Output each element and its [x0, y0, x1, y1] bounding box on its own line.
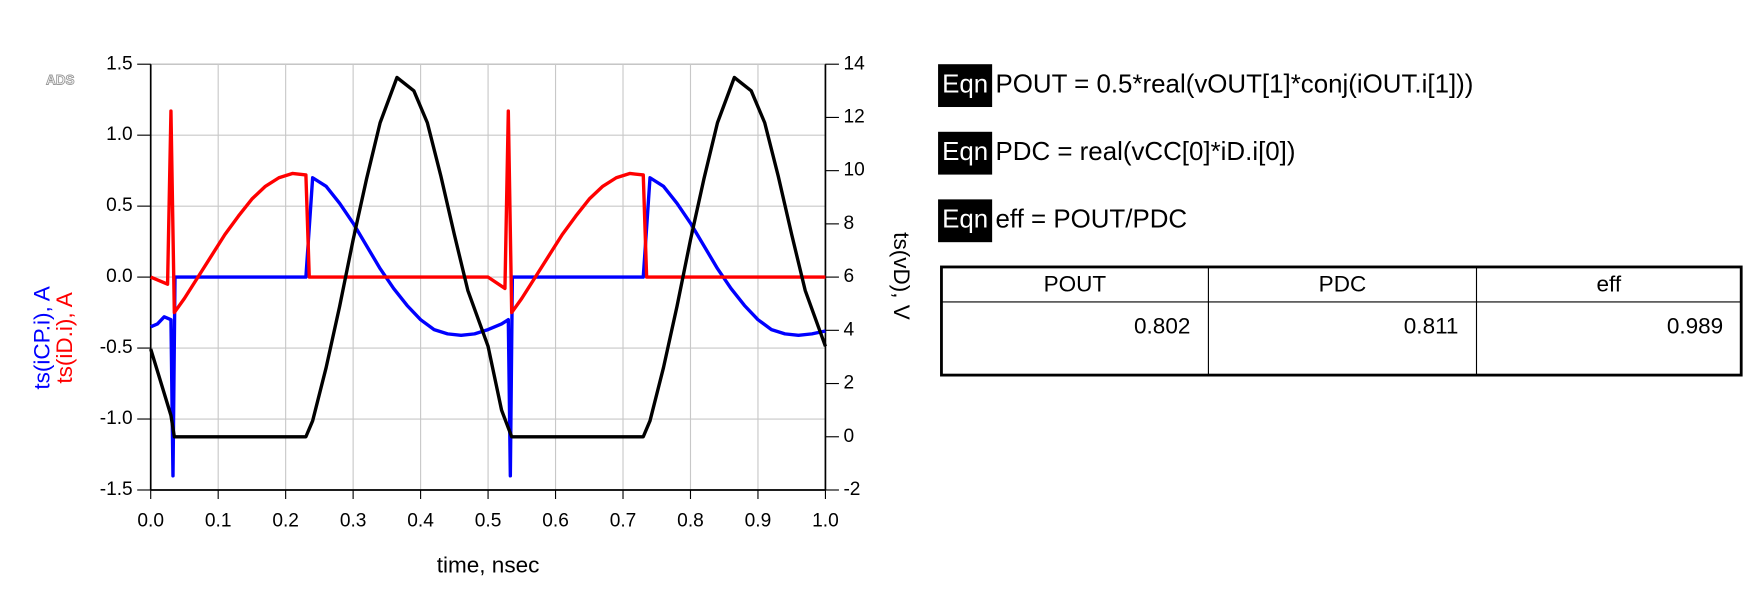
- table-cell: 0.811: [1404, 314, 1459, 339]
- y-tick-label: 0.0: [106, 266, 133, 287]
- logo: ADS: [46, 73, 75, 88]
- eqn-tag-bg: [938, 131, 993, 175]
- x-axis-label: time, nsec: [437, 553, 540, 578]
- series-line: [150, 109, 826, 315]
- axis-label: ts(iCP.i), A: [30, 286, 55, 389]
- eqn-tag: Eqn: [942, 70, 988, 98]
- y2-tick-label: 4: [843, 319, 854, 340]
- y-tick-label: 1.5: [106, 53, 133, 74]
- axis-label: ts(iD.i), A: [52, 292, 77, 383]
- x-tick-label: 1.0: [812, 511, 839, 532]
- y2-tick-label: 12: [843, 106, 864, 127]
- x-tick-label: 0.0: [137, 511, 164, 532]
- y-tick-label: -1.5: [100, 479, 133, 500]
- x-tick-label: 0.6: [542, 511, 569, 532]
- table-header: PDC: [1319, 271, 1367, 296]
- y-tick-label: 0.5: [106, 195, 133, 216]
- y-tick-label: -1.0: [100, 408, 133, 429]
- x-tick-label: 0.4: [407, 511, 434, 532]
- x-tick-label: 0.5: [475, 511, 502, 532]
- x-tick-label: 0.2: [272, 511, 299, 532]
- eqn-tag-bg: [938, 64, 993, 108]
- y2-tick-label: 8: [843, 213, 854, 234]
- table-header: POUT: [1044, 271, 1107, 296]
- equation: PDC = real(vCC[0]*iD.i[0]): [996, 138, 1296, 166]
- eqn-tag: Eqn: [942, 138, 988, 166]
- x-tick-label: 0.7: [610, 511, 637, 532]
- x-tick-label: 0.8: [677, 511, 704, 532]
- eqn-tag: Eqn: [942, 206, 988, 234]
- equation: eff = POUT/PDC: [996, 206, 1188, 234]
- x-tick-label: 0.1: [205, 511, 232, 532]
- eqn-tag-bg: [938, 199, 993, 243]
- y2-tick-label: 2: [843, 373, 854, 394]
- y2-tick-label: 14: [843, 53, 865, 74]
- table-border: [940, 265, 1743, 377]
- table-cell: 0.802: [1134, 314, 1190, 339]
- table-header: eff: [1597, 271, 1622, 296]
- x-tick-label: 0.3: [340, 511, 367, 532]
- axis-label: ts(vD), V: [889, 232, 914, 320]
- series-line: [149, 75, 828, 439]
- equation: POUT = 0.5*real(vOUT[1]*conj(iOUT.i[1])): [996, 70, 1474, 98]
- table-cell: 0.989: [1667, 314, 1723, 339]
- x-tick-label: 0.9: [745, 511, 772, 532]
- y2-tick-label: 0: [843, 426, 854, 447]
- y-tick-label: 1.0: [106, 124, 133, 145]
- y2-tick-label: -2: [843, 479, 860, 500]
- y2-tick-label: 6: [843, 266, 854, 287]
- y-tick-label: -0.5: [100, 337, 133, 358]
- y2-tick-label: 10: [843, 160, 864, 181]
